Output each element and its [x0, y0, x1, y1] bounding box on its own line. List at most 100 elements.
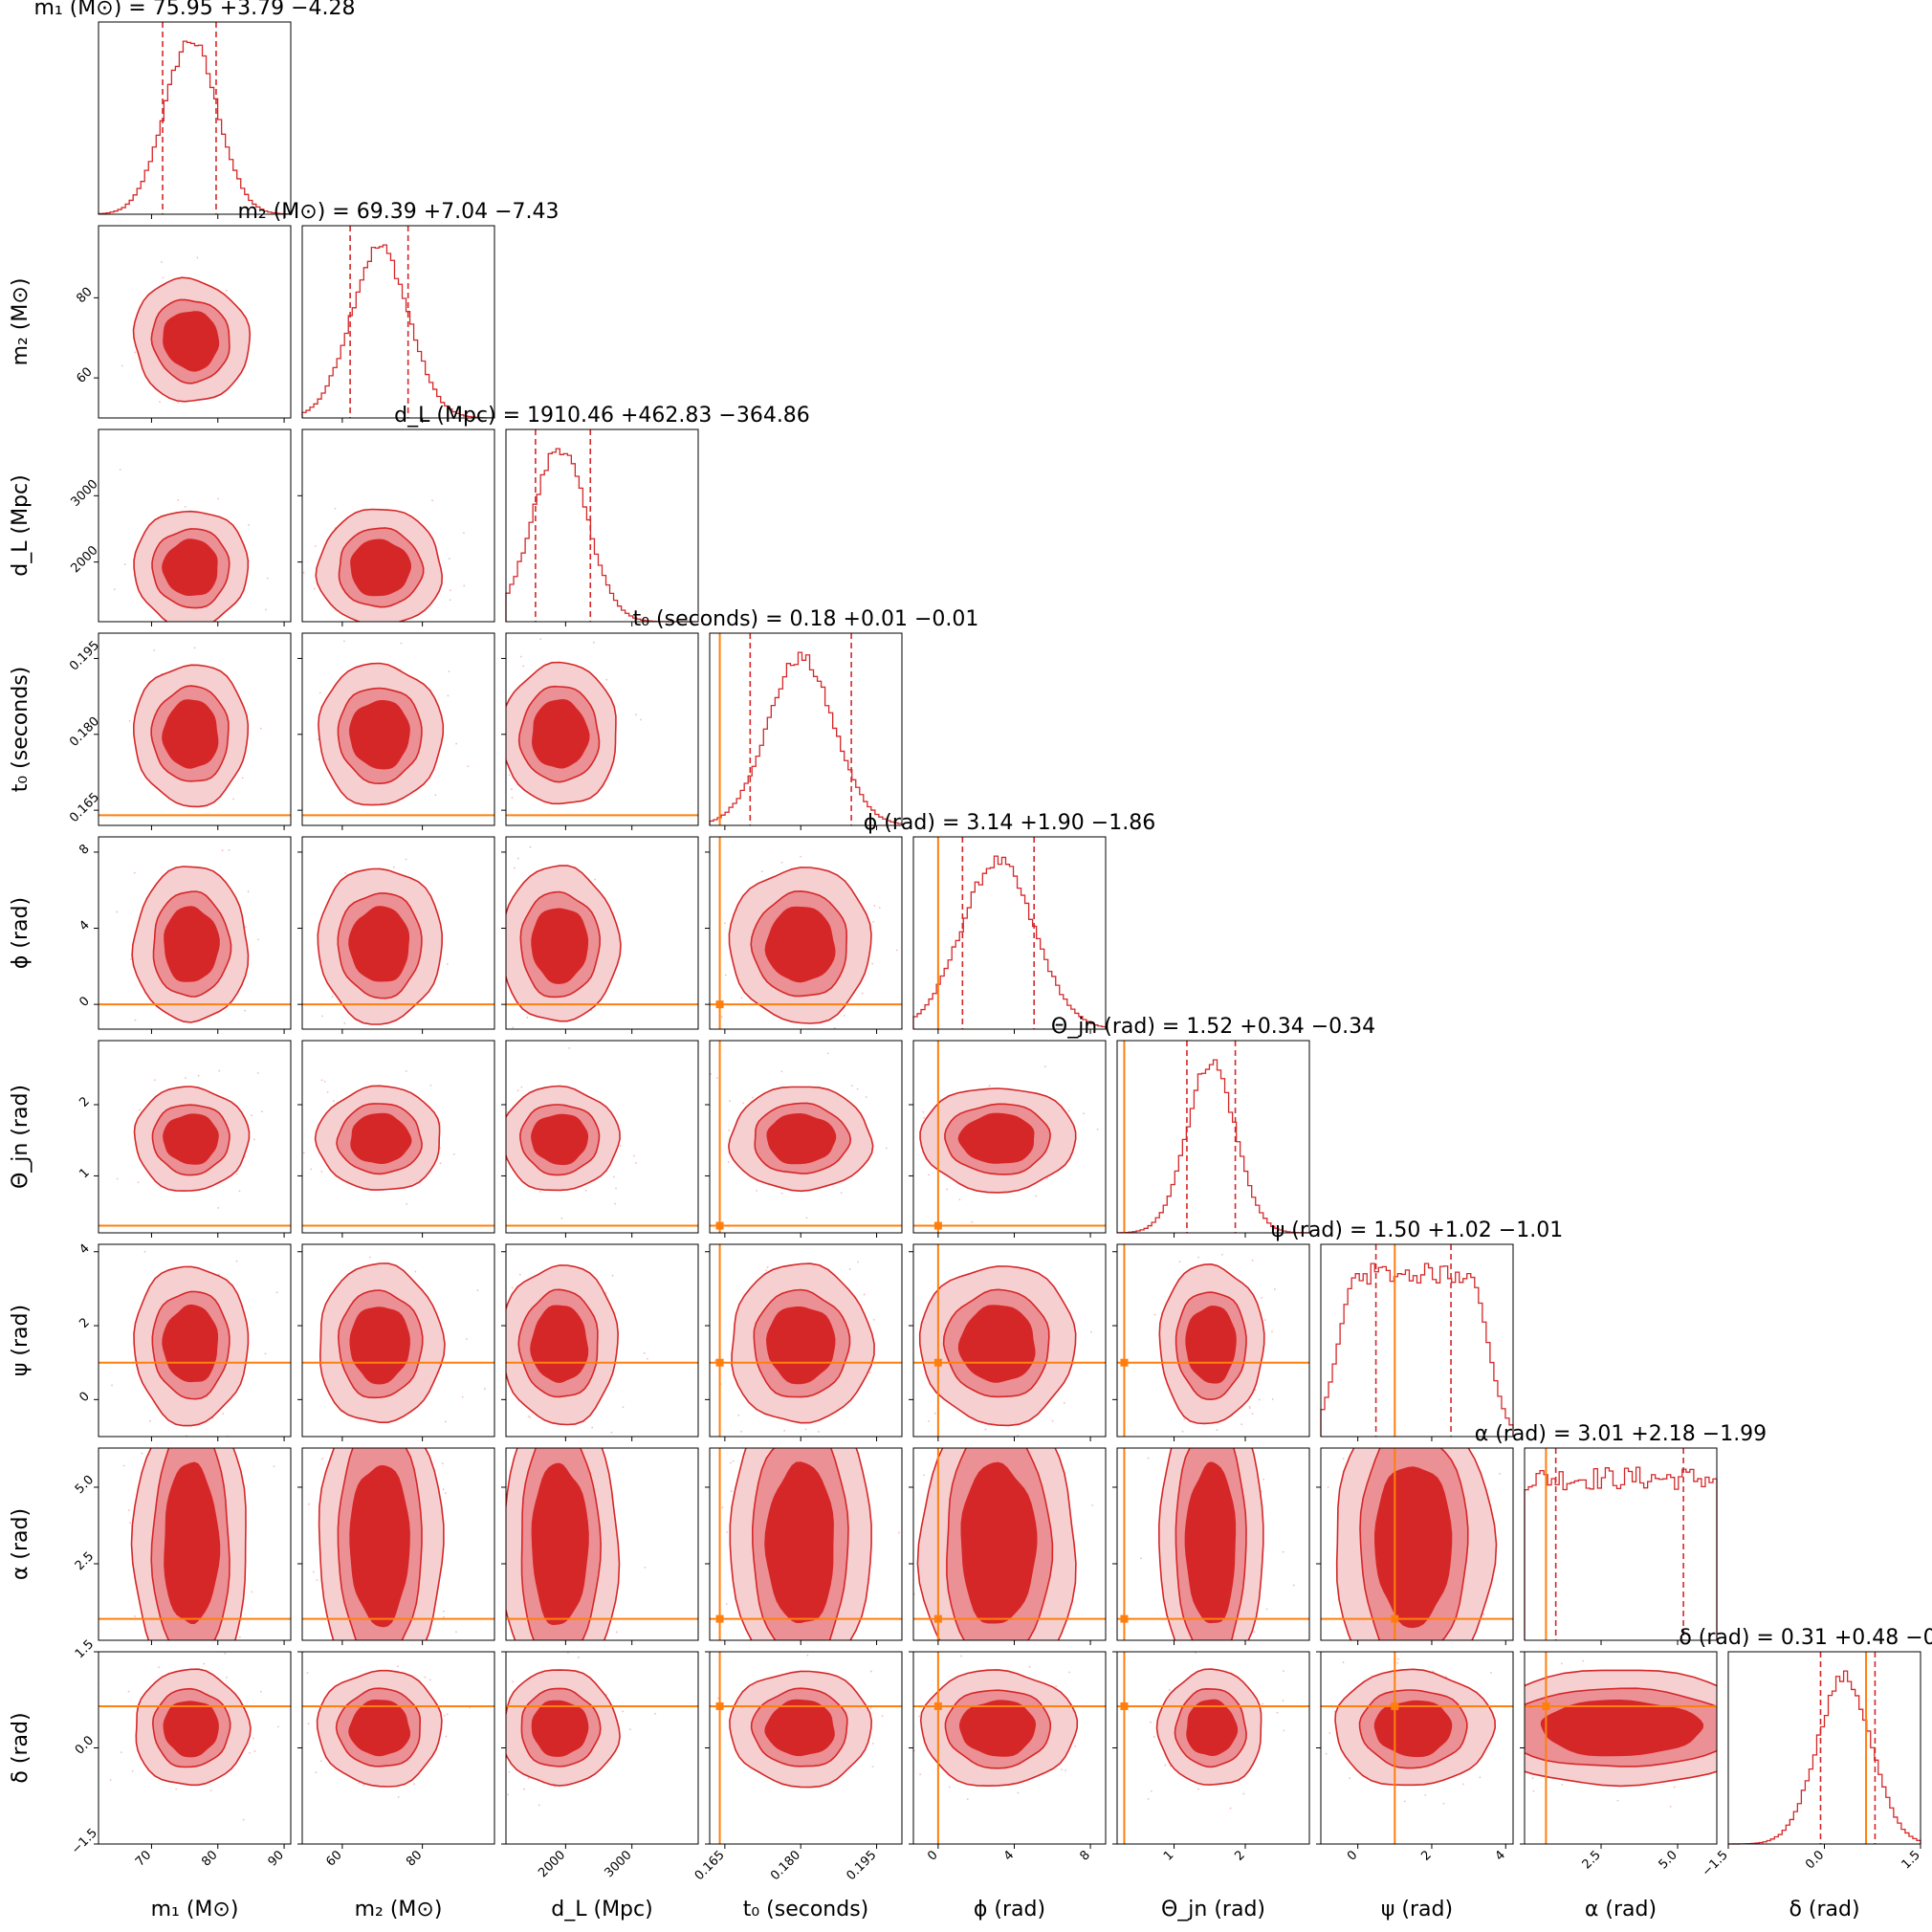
scatter-panel-t0-psi: [709, 1243, 903, 1438]
y-tick-label-delta: −1.5: [69, 1826, 100, 1857]
title-phi: ϕ (rad) = 3.14 +1.90 −1.86: [864, 811, 1155, 835]
title-theta_jn: Θ_jn (rad) = 1.52 +0.34 −0.34: [1051, 1015, 1375, 1039]
scatter-panel-alpha-delta: [1524, 1651, 1718, 1845]
panel-frame: [505, 632, 699, 826]
hist-frame-m1: [98, 21, 292, 215]
panel-frame: [98, 1243, 292, 1438]
histogram-alpha: [1524, 1466, 1718, 1640]
x-axis-label-t0: t₀ (seconds): [743, 1898, 869, 1921]
x-axis-label-m1: m₁ (M⊙): [151, 1898, 239, 1921]
y-tick-label-phi: 8: [77, 842, 92, 857]
truth-marker: [715, 1221, 724, 1230]
x-tick-label-dL: 2000: [536, 1848, 568, 1880]
truth-marker: [933, 1614, 942, 1623]
hist-panel-m1: [98, 21, 292, 215]
y-tick-label-theta_jn: 2: [77, 1094, 92, 1109]
scatter-panel-phi-psi: [912, 1243, 1107, 1438]
truth-marker: [1391, 1614, 1399, 1623]
panel-frame: [912, 1447, 1107, 1641]
contour-inner: [957, 1112, 1035, 1164]
histogram-t0: [709, 651, 903, 825]
contour-inner: [348, 906, 409, 982]
panel-frame: [709, 1447, 903, 1641]
scatter-panel-m1-dL: [98, 428, 292, 623]
x-tick-label-phi: 8: [1077, 1848, 1092, 1863]
contour-inner: [1186, 1699, 1239, 1756]
x-tick-label-phi: 4: [1001, 1848, 1017, 1863]
panel-frame: [912, 1243, 1107, 1438]
panel-frame: [505, 1040, 699, 1234]
panel-frame: [301, 1243, 495, 1438]
scatter-panel-m2-dL: [301, 428, 495, 623]
x-axis-label-dL: d_L (Mpc): [551, 1898, 652, 1921]
scatter-panel-m2-t0: [301, 632, 495, 826]
x-axis-label-phi: ϕ (rad): [974, 1898, 1045, 1921]
x-tick-label-m1: 90: [266, 1848, 287, 1869]
panel-frame: [505, 1243, 699, 1438]
truth-marker: [715, 1701, 724, 1710]
truth-marker: [1391, 1701, 1399, 1710]
x-tick-label-m1: 80: [199, 1848, 220, 1869]
y-tick-label-m2: 60: [74, 364, 95, 385]
y-axis-label-theta_jn: Θ_jn (rad): [9, 1085, 33, 1189]
panel-frame: [98, 1040, 292, 1234]
contour-inner: [348, 1700, 410, 1757]
hist-frame-dL: [505, 428, 699, 623]
scatter-panel-m1-alpha: [98, 1447, 292, 1641]
contour-inner: [1540, 1700, 1704, 1757]
x-axis-label-psi: ψ (rad): [1381, 1898, 1453, 1921]
truth-marker: [933, 1701, 942, 1710]
contour-inner: [532, 699, 590, 769]
hist-frame-alpha: [1524, 1447, 1718, 1641]
scatter-panel-dL-phi: [505, 836, 699, 1030]
y-tick-label-phi: 0: [77, 994, 92, 1009]
y-axis-label-m2: m₂ (M⊙): [9, 278, 33, 366]
x-tick-label-phi: 0: [925, 1848, 940, 1863]
contour-inner: [764, 906, 836, 983]
contour-inner: [162, 699, 219, 769]
scatter-panel-theta_jn-psi: [1116, 1243, 1310, 1438]
contour-inner: [349, 1465, 410, 1628]
scatter-panel-psi-delta: [1320, 1651, 1514, 1845]
x-tick-label-psi: 4: [1493, 1848, 1508, 1863]
contour-inner: [1184, 1461, 1237, 1624]
contour-inner: [531, 908, 589, 984]
x-tick-label-dL: 3000: [603, 1848, 635, 1880]
hist-panel-theta_jn: [1116, 1040, 1310, 1234]
scatter-panel-m2-phi: [301, 836, 495, 1030]
y-tick-label-m2: 80: [74, 285, 95, 306]
y-axis-label-delta: δ (rad): [9, 1712, 33, 1783]
scatter-panel-dL-delta: [505, 1651, 699, 1845]
contour-inner: [960, 1461, 1038, 1624]
truth-marker: [715, 1358, 724, 1367]
contour-inner: [531, 1462, 589, 1625]
x-tick-label-delta: 0.0: [1803, 1848, 1827, 1872]
panel-frame: [98, 1447, 292, 1641]
y-tick-label-delta: 1.5: [73, 1637, 97, 1661]
hist-panel-alpha: [1524, 1447, 1718, 1641]
x-tick-label-psi: 2: [1418, 1848, 1434, 1863]
x-tick-label-m1: 70: [133, 1848, 154, 1869]
contour-inner: [764, 1699, 835, 1757]
hist-frame-phi: [912, 836, 1107, 1030]
scatter-panel-m2-delta: [301, 1651, 495, 1845]
x-tick-label-t0: 0.165: [692, 1848, 728, 1883]
x-tick-label-alpha: 2.5: [1580, 1848, 1604, 1872]
hist-frame-t0: [709, 632, 903, 826]
contour-inner: [350, 1112, 412, 1164]
contour-inner: [163, 1701, 219, 1758]
contour-inner: [959, 1700, 1037, 1757]
y-tick-label-psi: 0: [77, 1390, 92, 1405]
hist-frame-m2: [301, 225, 495, 419]
contour-inner: [349, 700, 410, 770]
panel-frame: [1320, 1447, 1514, 1641]
truth-marker: [715, 1614, 724, 1623]
contour-inner: [164, 906, 220, 982]
title-delta: δ (rad) = 0.31 +0.48 −0.37: [1679, 1626, 1932, 1650]
hist-frame-theta_jn: [1116, 1040, 1310, 1234]
y-axis-label-phi: ϕ (rad): [9, 897, 33, 969]
y-tick-label-delta: 0.0: [73, 1733, 97, 1757]
y-tick-label-psi: 4: [77, 1241, 92, 1257]
y-axis-label-t0: t₀ (seconds): [9, 667, 33, 793]
